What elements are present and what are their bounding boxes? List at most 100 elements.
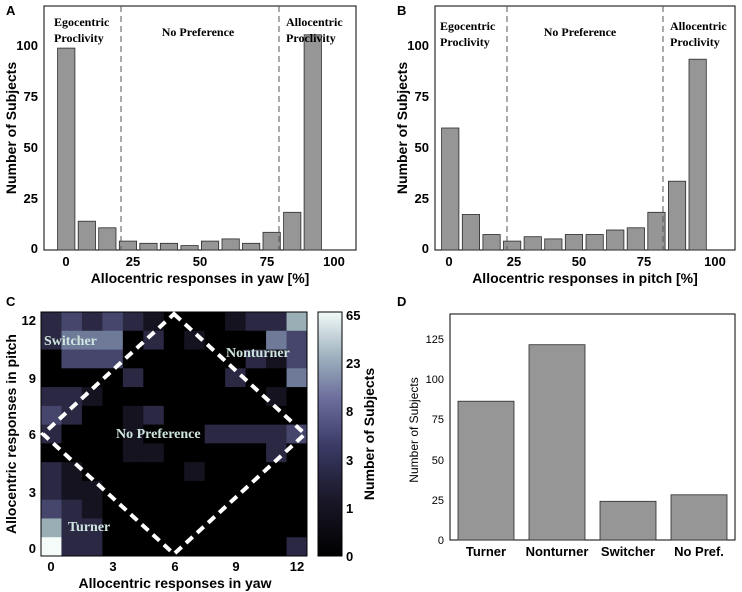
heatmap-cell — [286, 480, 308, 501]
heatmap-cell — [81, 424, 103, 444]
heatmap-cell — [225, 368, 247, 388]
bar — [57, 47, 76, 251]
bar — [77, 220, 96, 251]
x-tick: 75 — [637, 254, 651, 269]
heatmap-cell — [102, 443, 124, 463]
heatmap-cell — [266, 330, 288, 351]
region-label-egocentric: Egocentric — [440, 19, 496, 33]
x-tick: 100 — [704, 254, 726, 269]
heatmap-cell — [143, 462, 165, 482]
heatmap-cell — [102, 462, 124, 482]
heatmap-cell — [122, 405, 144, 426]
panel-c-heatmap: C Switcher Nonturner No Preference Turne… — [3, 294, 377, 591]
y-axis-ticks: 0 3 6 9 12 — [22, 313, 36, 556]
y-axis-label: Number of Subjects — [3, 62, 19, 194]
heatmap-cell — [102, 312, 124, 332]
heatmap-cell — [122, 312, 144, 332]
bar — [503, 240, 522, 251]
heatmap-cell — [81, 443, 103, 463]
heatmap-cell — [102, 518, 124, 538]
heatmap-cell — [245, 499, 267, 519]
y-tick: 50 — [432, 455, 444, 467]
bar — [118, 240, 138, 251]
heatmap-cell — [122, 462, 144, 482]
heatmap-cell — [143, 499, 165, 519]
heatmap-cell — [286, 387, 308, 407]
heatmap-cell — [122, 518, 144, 538]
heatmap-cell — [41, 499, 62, 519]
bar — [262, 231, 281, 251]
heatmap-cell — [41, 518, 62, 538]
heatmap-cell — [143, 349, 165, 369]
heatmap-cell — [184, 480, 206, 501]
heatmap-cell — [163, 349, 185, 369]
y-tick: 9 — [29, 371, 36, 386]
panel-d-category-bars: D 0 25 50 75 100 125 Turner Nonturner Sw… — [397, 294, 736, 559]
y-tick: 100 — [407, 38, 429, 53]
region-label-proclivity: Proclivity — [440, 35, 490, 49]
x-tick: 0 — [445, 254, 452, 269]
heatmap-cell — [41, 368, 62, 388]
x-tick: Turner — [466, 544, 506, 559]
y-tick: 6 — [29, 427, 36, 442]
heatmap-cell — [266, 480, 288, 501]
heatmap-cell — [204, 312, 226, 332]
x-tick: Nonturner — [526, 544, 589, 559]
region-label-egocentric: Egocentric — [54, 15, 110, 29]
region-label-no-preference: No Preference — [116, 427, 201, 442]
bar — [283, 211, 302, 251]
heatmap-cell — [225, 443, 247, 463]
heatmap-cell — [143, 424, 165, 444]
panel-letter-a: A — [6, 3, 16, 18]
heatmap-cell — [163, 405, 185, 426]
y-tick: 75 — [415, 89, 429, 104]
heatmap-cell — [102, 405, 124, 426]
region-label-nonturner: Nonturner — [226, 346, 290, 361]
heatmap-cell — [245, 330, 267, 351]
heatmap-cell — [163, 443, 185, 463]
heatmap-cell — [61, 537, 83, 557]
heatmap-cell — [266, 537, 288, 557]
y-axis-ticks: 0 25 50 75 100 — [16, 38, 38, 256]
heatmap-cell — [61, 443, 83, 463]
bar — [457, 400, 515, 541]
bar — [670, 494, 728, 541]
x-tick: 75 — [260, 254, 274, 269]
bar — [139, 242, 158, 251]
heatmap-cell — [41, 330, 62, 351]
heatmap-cell — [61, 405, 83, 426]
y-tick: 12 — [22, 313, 36, 328]
x-tick: 9 — [232, 559, 239, 574]
x-tick: 25 — [126, 254, 140, 269]
heatmap-cell — [245, 405, 267, 426]
heatmap-cell — [245, 518, 267, 538]
heatmap-cell — [184, 462, 206, 482]
heatmap-cell — [41, 349, 62, 369]
bar — [461, 214, 480, 251]
heatmap-cell — [245, 312, 267, 332]
colorbar-tick: 8 — [346, 404, 353, 419]
heatmap-cell — [163, 462, 185, 482]
x-axis-label: Allocentric responses in yaw — [79, 575, 272, 591]
heatmap-cell — [61, 368, 83, 388]
heatmap-cell — [225, 312, 247, 332]
heatmap-cell — [61, 349, 83, 369]
colorbar — [317, 311, 343, 557]
y-tick: 0 — [31, 241, 38, 256]
x-tick: 25 — [507, 254, 521, 269]
bars — [57, 34, 322, 251]
heatmap-cell — [245, 387, 267, 407]
y-tick: 75 — [24, 89, 38, 104]
x-tick: 12 — [290, 559, 304, 574]
bar — [626, 227, 645, 251]
y-axis-ticks: 0 25 50 75 100 125 — [426, 334, 444, 547]
bar — [482, 234, 501, 251]
y-tick: 50 — [24, 140, 38, 155]
colorbar-label: Number of Subjects — [361, 368, 377, 500]
heatmap-cell — [163, 499, 185, 519]
y-tick: 25 — [432, 495, 444, 507]
colorbar-tick: 65 — [346, 308, 360, 323]
x-axis-ticks: 0 25 50 75 100 — [445, 254, 725, 269]
heatmap-cell — [245, 424, 267, 444]
heatmap-cell — [102, 499, 124, 519]
